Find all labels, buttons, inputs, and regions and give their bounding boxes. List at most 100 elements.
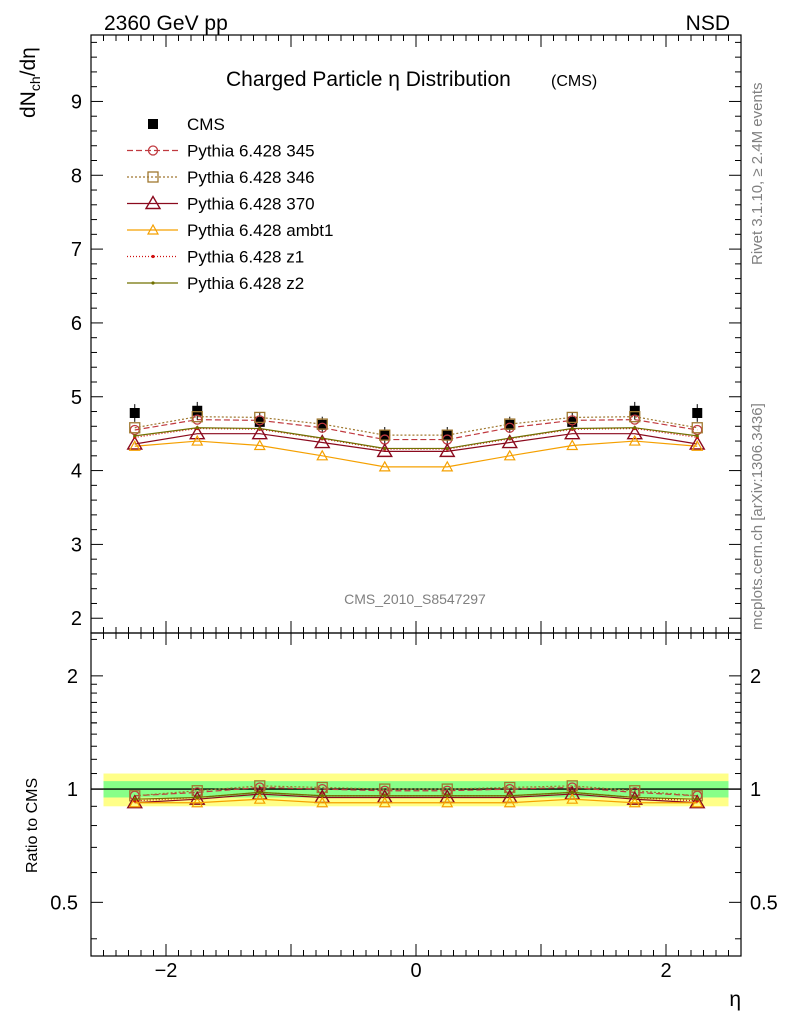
series-point-2 xyxy=(316,418,328,430)
ratio-line-1 xyxy=(134,785,698,797)
legend-label: Pythia 6.428 345 xyxy=(187,142,315,161)
legend-label: Pythia 6.428 346 xyxy=(187,168,315,187)
series-point-3 xyxy=(626,425,643,440)
legend-entry: CMS xyxy=(148,115,225,134)
ratio-line-3 xyxy=(134,798,698,804)
series-point-4 xyxy=(378,460,391,472)
ratio-y-label: Ratio to CMS xyxy=(24,778,41,873)
series-point-6 xyxy=(695,434,699,438)
main-x-ticks xyxy=(103,35,729,633)
legend-marker xyxy=(151,254,155,259)
series-line-3 xyxy=(134,433,698,452)
series-line-5 xyxy=(134,427,698,450)
series-point-2 xyxy=(254,411,266,424)
series-point-3 xyxy=(126,435,143,450)
legend-marker xyxy=(151,281,155,285)
ratio-point-1 xyxy=(629,785,641,797)
ratio-point-3 xyxy=(691,796,704,808)
analysis-watermark: CMS_2010_S8547297 xyxy=(344,591,486,607)
series-point-3 xyxy=(689,435,706,450)
ratio-point-1 xyxy=(316,781,328,794)
legend-entry: Pythia 6.428 370 xyxy=(127,195,315,214)
y-tick-label: 9 xyxy=(71,91,82,113)
ratio-point-1 xyxy=(379,783,391,795)
series-point-3 xyxy=(564,425,581,440)
main-panel: 2 3 4 5 6 7 8 9 Charged Particle η Distribution… xyxy=(17,34,742,634)
series-point-3 xyxy=(314,434,331,449)
legend-marker xyxy=(147,171,159,183)
ratio-y-tick-label-right: 2 xyxy=(750,666,761,688)
series-point-2 xyxy=(504,418,516,430)
ratio-point-5 xyxy=(508,794,512,798)
ratio-y-tick-label-right: 0.5 xyxy=(750,892,778,914)
series-point-4 xyxy=(253,439,266,451)
series-point-2 xyxy=(129,422,141,434)
series-line-4 xyxy=(134,440,698,468)
ratio-y-tick-label: 2 xyxy=(67,666,78,688)
ratio-x-axis: −2 0 2 xyxy=(103,633,729,982)
x-tick-label: −2 xyxy=(155,960,178,982)
series-point-6 xyxy=(320,436,324,440)
main-y-axis: 2 3 4 5 6 7 8 9 xyxy=(71,41,741,630)
chart-title-suffix: (CMS) xyxy=(551,73,597,90)
ratio-point-3 xyxy=(503,796,516,808)
series-point-2 xyxy=(566,411,578,424)
series-point-6 xyxy=(570,426,574,431)
legend-entry: Pythia 6.428 z2 xyxy=(127,274,304,293)
ratio-y-axis: 0.5 0.5 1 1 2 2 xyxy=(50,638,778,940)
ratio-point-3 xyxy=(628,796,641,808)
series-point-6 xyxy=(633,426,637,430)
series-point-2 xyxy=(379,429,391,441)
ratio-point-3 xyxy=(441,796,454,808)
ratio-point-2 xyxy=(189,790,206,805)
y-tick-label: 8 xyxy=(71,165,82,187)
ratio-point-5 xyxy=(570,790,574,794)
legend-marker xyxy=(146,223,160,235)
ratio-line-5 xyxy=(134,791,698,800)
mcplots-label: mcplots.cern.ch [arXiv:1306.3436] xyxy=(749,403,766,630)
series-point-6 xyxy=(508,436,512,440)
legend-marker xyxy=(144,195,162,210)
y-tick-label: 5 xyxy=(71,387,82,409)
series-point-3 xyxy=(251,425,268,440)
ratio-point-5 xyxy=(633,795,637,800)
series-point-6 xyxy=(383,446,387,451)
legend-label: Pythia 6.428 ambt1 xyxy=(187,221,333,240)
series-point-4 xyxy=(628,434,641,446)
x-tick-label: 0 xyxy=(410,960,421,982)
ratio-point-3 xyxy=(378,796,391,808)
series-point-4 xyxy=(691,439,704,451)
series-point-2 xyxy=(441,429,453,441)
ratio-point-2 xyxy=(689,794,706,809)
ratio-panel: 0.5 0.5 1 1 2 2 −2 0 2 Ratio to CMS η xyxy=(24,632,778,1011)
y-tick-label: 2 xyxy=(71,608,82,630)
series-point-6 xyxy=(445,446,449,451)
series-point-4 xyxy=(441,460,454,472)
series-point-3 xyxy=(501,434,518,449)
main-y-label: dNch/dη xyxy=(17,47,43,118)
ratio-point-5 xyxy=(383,794,387,798)
y-tick-label: 7 xyxy=(71,239,82,261)
series-point-3 xyxy=(189,425,206,440)
ratio-point-5 xyxy=(195,795,199,800)
series-line-6 xyxy=(134,427,698,450)
ratio-point-5 xyxy=(133,797,137,801)
ratio-y-tick-label: 0.5 xyxy=(50,892,78,914)
series-line-1 xyxy=(134,419,698,441)
series-point-6 xyxy=(258,426,262,431)
ratio-point-3 xyxy=(128,796,141,808)
y-tick-label: 3 xyxy=(71,534,82,556)
ratio-point-3 xyxy=(253,792,266,804)
data-point xyxy=(629,405,640,416)
data-point xyxy=(692,407,703,418)
x-axis-label: η xyxy=(729,988,741,1011)
legend-marker xyxy=(148,119,158,129)
ratio-point-5 xyxy=(320,794,324,798)
y-tick-label: 6 xyxy=(71,313,82,335)
data-point xyxy=(504,419,515,430)
series-point-3 xyxy=(439,442,456,458)
ratio-point-1 xyxy=(191,785,203,797)
y-tick-label: 4 xyxy=(71,461,82,483)
legend-marker xyxy=(147,145,159,156)
